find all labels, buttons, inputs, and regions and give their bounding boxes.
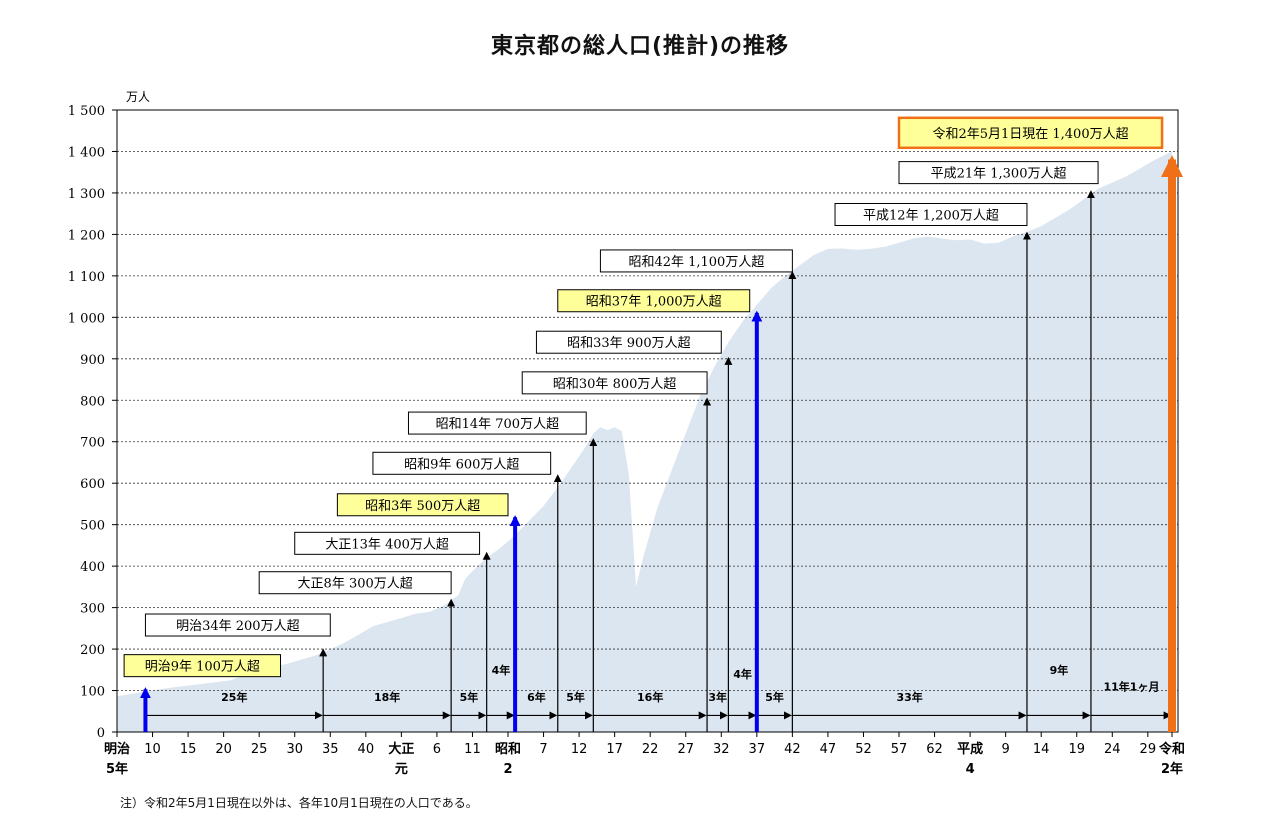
milestone-label: 昭和33年 900万人超 (567, 336, 691, 351)
y-tick-label: 400 (80, 560, 105, 575)
x-tick-label: 9 (1002, 742, 1010, 757)
interval-label: 16年 (637, 690, 663, 704)
x-tick-label: 37 (749, 742, 766, 757)
x-tick-label: 52 (855, 742, 872, 757)
x-tick-label: 12 (571, 742, 588, 757)
interval-label: 9年 (1050, 663, 1069, 677)
interval-label: 3年 (708, 690, 727, 704)
interval-label: 33年 (897, 690, 923, 704)
milestone-box (123, 654, 282, 678)
y-tick-label: 700 (80, 436, 105, 451)
interval-label: 6年 (527, 690, 546, 704)
footnote: 注）令和2年5月1日現在以外は、各年10月1日現在の人口である。 (120, 796, 478, 810)
milestone-label: 平成21年 1,300万人超 (931, 167, 1067, 182)
y-tick-label: 900 (80, 353, 105, 368)
y-tick-label: 1 500 (68, 104, 105, 119)
x-tick-label: 19 (1068, 742, 1085, 757)
y-tick-label: 800 (80, 394, 105, 409)
plot-frame (116, 109, 1179, 733)
milestone-label: 昭和14年 700万人超 (436, 417, 560, 432)
x-tick-label: 15 (180, 742, 197, 757)
x-tick-label: 14 (1033, 742, 1050, 757)
milestone-box (294, 531, 481, 555)
milestone-box (258, 571, 452, 595)
y-tick-label: 300 (80, 602, 105, 617)
milestone-label: 大正8年 300万人超 (298, 577, 413, 592)
y-tick-label: 1 400 (68, 145, 105, 160)
y-tick-label: 200 (80, 643, 105, 658)
milestone-label: 平成12年 1,200万人超 (863, 208, 999, 223)
x-tick-label: 27 (677, 742, 694, 757)
milestone-label: 昭和37年 1,000万人超 (586, 295, 722, 310)
x-tick-label: 元 (395, 762, 408, 777)
x-tick-label: 6 (433, 742, 441, 757)
x-tick-label: 22 (642, 742, 659, 757)
milestone-box (521, 371, 708, 395)
y-tick-label: 0 (97, 726, 105, 741)
x-tick-label: 17 (606, 742, 623, 757)
x-tick-label: 47 (820, 742, 837, 757)
y-tick-label: 500 (80, 519, 105, 534)
x-tick-label: 20 (215, 742, 232, 757)
x-tick-label: 7 (539, 742, 547, 757)
interval-label: 5年 (765, 690, 784, 704)
x-tick-label: 昭和 (495, 741, 521, 757)
milestone-box (144, 613, 331, 637)
milestone-box (599, 249, 793, 273)
x-tick-label: 29 (1140, 742, 1157, 757)
y-unit-label: 万人 (126, 90, 150, 104)
x-tick-label: 32 (713, 742, 730, 757)
population-area (117, 151, 1172, 732)
interval-label: 5年 (460, 690, 479, 704)
x-tick-label: 平成 (957, 741, 983, 757)
x-tick-label: 大正 (388, 741, 414, 757)
x-tick-label: 4 (966, 762, 975, 777)
y-tick-label: 600 (80, 477, 105, 492)
milestone-box (557, 289, 751, 313)
x-tick-label: 5年 (106, 761, 128, 777)
interval-label: 18年 (374, 690, 400, 704)
milestone-label: 明治34年 200万人超 (176, 619, 300, 634)
y-tick-label: 1 300 (68, 187, 105, 202)
x-tick-label: 40 (358, 742, 375, 757)
x-tick-label: 42 (784, 742, 801, 757)
x-tick-label: 62 (926, 742, 943, 757)
y-tick-label: 1 200 (68, 228, 105, 243)
milestone-box (372, 451, 552, 475)
milestone-label: 明治9年 100万人超 (145, 660, 260, 675)
milestone-box (834, 202, 1028, 226)
milestone-label: 昭和42年 1,100万人超 (628, 255, 764, 270)
milestone-label: 昭和30年 800万人超 (553, 377, 677, 392)
interval-label: 25年 (221, 690, 247, 704)
milestone-label: 昭和9年 600万人超 (404, 457, 519, 472)
x-tick-label: 25 (251, 742, 268, 757)
x-tick-label: 24 (1104, 742, 1121, 757)
y-tick-label: 1 000 (68, 311, 105, 326)
milestone-box (897, 116, 1164, 150)
x-tick-label: 2 (503, 762, 512, 777)
x-tick-label: 35 (322, 742, 339, 757)
milestone-box (898, 161, 1099, 185)
milestone-box (336, 493, 509, 517)
x-tick-label: 10 (144, 742, 161, 757)
interval-label: 5年 (566, 690, 585, 704)
x-tick-label: 57 (891, 742, 908, 757)
chart-title: 東京都の総人口(推計)の推移 (490, 34, 790, 59)
x-tick-label: 2年 (1161, 761, 1183, 777)
milestone-box (535, 330, 722, 354)
interval-label: 11年1ヶ月 (1103, 680, 1159, 694)
x-tick-label: 30 (286, 742, 303, 757)
milestone-label: 令和2年5月1日現在 1,400万人超 (932, 127, 1128, 142)
milestone-label: 大正13年 400万人超 (325, 537, 449, 552)
interval-label: 4年 (492, 663, 511, 677)
x-tick-label: 11 (464, 742, 481, 757)
milestone-box (407, 411, 587, 435)
x-tick-label: 令和 (1159, 741, 1185, 757)
interval-label: 4年 (733, 667, 752, 681)
y-tick-label: 1 100 (68, 270, 105, 285)
x-tick-label: 明治 (104, 741, 130, 757)
y-tick-label: 100 (80, 685, 105, 700)
milestone-label: 昭和3年 500万人超 (365, 499, 480, 514)
